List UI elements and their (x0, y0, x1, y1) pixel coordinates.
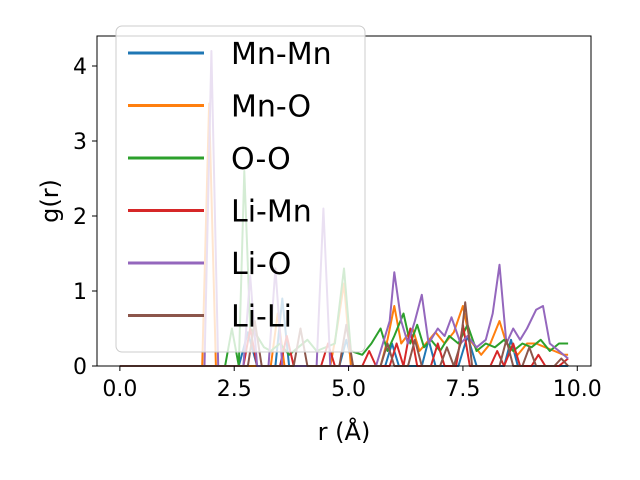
y-tick-label: 0 (73, 355, 87, 380)
legend-label-mn-o: Mn-O (231, 90, 311, 125)
legend: Mn-Mn Mn-O O-O Li-Mn Li-O Li-Li (115, 25, 366, 353)
legend-label-li-li: Li-Li (231, 300, 292, 335)
y-axis-label: g(r) (36, 179, 64, 223)
y-axis-ticks: 0 1 2 3 4 (73, 55, 97, 380)
legend-label-o-o: O-O (231, 142, 291, 177)
x-axis-label: r (Å) (318, 417, 371, 446)
x-tick-label: 7.5 (445, 377, 480, 402)
x-tick-label: 2.5 (217, 377, 252, 402)
x-tick-label: 0.0 (102, 377, 137, 402)
legend-label-mn-mn: Mn-Mn (231, 37, 332, 72)
legend-label-li-mn: Li-Mn (231, 195, 312, 230)
x-tick-label: 10.0 (553, 377, 602, 402)
x-axis-ticks: 0.0 2.5 5.0 7.5 10.0 (102, 366, 602, 402)
y-tick-label: 1 (73, 280, 87, 305)
y-tick-label: 4 (73, 55, 87, 80)
y-tick-label: 3 (73, 130, 87, 155)
x-tick-label: 5.0 (331, 377, 366, 402)
legend-box (115, 25, 366, 353)
y-tick-label: 2 (73, 205, 87, 230)
legend-label-li-o: Li-O (231, 247, 291, 282)
